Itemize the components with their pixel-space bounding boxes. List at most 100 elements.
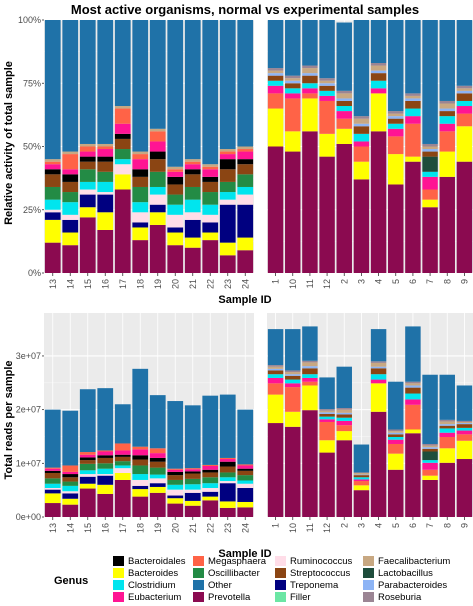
bottom-bar-segment-bacteroides-sample-22 [202, 496, 219, 501]
top-bar-segment-eubacterium-sample-12 [319, 95, 335, 101]
top-bar-segment-bacteroides-sample-19 [149, 212, 166, 225]
bottom-bar-segment-other-sample-10 [285, 329, 301, 371]
bottom-bar-segment-clostridium-sample-8 [439, 428, 455, 433]
bottom-bar-segment-oscillibacter-sample-22 [202, 477, 219, 484]
top-bar-segment-eubacterium-sample-3 [353, 141, 370, 147]
top-bar-segment-other-sample-21 [184, 20, 201, 160]
legend-swatch-other [193, 580, 204, 590]
top-bar-segment-clostridium-sample-8 [439, 116, 455, 124]
bottom-bar-segment-eubacterium-sample-3 [353, 479, 370, 482]
bottom-bar-segment-oscillibacter-sample-14 [62, 481, 79, 486]
bottom-bar-segment-megasphaera-sample-15 [79, 452, 96, 455]
bottom-bar-segment-other-sample-21 [184, 405, 201, 469]
bottom-bar-segment-ruminococcus-sample-19 [149, 478, 166, 484]
top-bar-segment-eubacterium-sample-1 [267, 85, 284, 94]
top-bar-segment-prevotella-sample-5 [388, 184, 404, 273]
top-bar-segment-bacteroides-sample-21 [184, 237, 201, 248]
legend-label-clostridium: Clostridium [128, 580, 176, 591]
bottom-bar-segment-parabacteroides-sample-4 [370, 366, 387, 369]
bottom-bar-segment-megasphaera-sample-23 [219, 457, 236, 460]
bottom-bar-segment-bacteroides-sample-15 [79, 483, 96, 489]
top-bar-segment-bacteroides-sample-11 [302, 98, 318, 132]
top-xtick-label: 14 [65, 279, 75, 289]
bottom-bar-segment-other-sample-15 [79, 389, 96, 453]
top-bar-segment-faecalibacterium-sample-17 [114, 106, 131, 109]
top-bar-segment-streptococcus-sample-15 [79, 161, 96, 170]
legend-items: Bacteroidales Megasphaera Ruminococcus Faec… [113, 556, 450, 603]
legend-label-roseburia: Roseburia [378, 592, 422, 603]
bottom-bar-segment-megasphaera-sample-18 [132, 446, 149, 450]
top-bar-segment-streptococcus-sample-11 [302, 75, 318, 84]
top-bar-segment-streptococcus-sample-8 [439, 111, 455, 117]
bottom-bar-segment-parabacteroides-sample-2 [336, 412, 352, 415]
bottom-bar-segment-eubacterium-sample-20 [167, 469, 184, 472]
top-bar-segment-bacteroidales-sample-21 [184, 169, 201, 175]
legend-swatch-filler [275, 592, 286, 602]
top-bar-segment-ruminococcus-sample-15 [79, 189, 96, 195]
bottom-bar-segment-clostridium-sample-11 [302, 374, 318, 378]
bottom-xtick-label: 10 [288, 523, 298, 533]
bottom-bar-segment-prevotella-sample-18 [132, 496, 149, 517]
bottom-bar-segment-treponema-sample-22 [202, 491, 219, 497]
legend-label-parabacteroides: Parabacteroides [378, 580, 447, 591]
bottom-bar-segment-roseburia-sample-7 [422, 443, 438, 446]
top-bar-segment-bacteroides-sample-15 [79, 207, 96, 218]
top-bar-segment-streptococcus-sample-17 [114, 138, 131, 150]
top-bar-segment-eubacterium-sample-21 [184, 164, 201, 170]
bottom-xtick-label: 18 [135, 523, 145, 533]
top-bar-segment-other-sample-2 [336, 22, 352, 91]
bottom-bar-segment-eubacterium-sample-17 [114, 450, 131, 455]
bottom-bar-segment-eubacterium-sample-9 [456, 430, 473, 435]
top-bar-segment-eubacterium-sample-2 [336, 111, 352, 119]
top-bar-segment-eubacterium-sample-4 [370, 88, 387, 94]
bottom-bar-segment-clostridium-sample-22 [202, 483, 219, 489]
bottom-bar-segment-treponema-sample-20 [167, 495, 184, 499]
top-bar-segment-faecalibacterium-sample-22 [202, 164, 219, 167]
bottom-bar-segment-parabacteroides-sample-12 [319, 412, 335, 414]
top-xtick-label: 7 [425, 279, 435, 284]
top-bar-segment-megasphaera-sample-21 [184, 161, 201, 165]
top-bar-segment-megasphaera-sample-13 [44, 161, 61, 165]
bottom-xtick-label: 9 [459, 523, 469, 528]
top-bar-segment-megasphaera-sample-15 [79, 146, 96, 152]
top-bar-segment-bacteroides-sample-1 [267, 108, 284, 147]
legend-item-roseburia: Roseburia [363, 592, 422, 603]
top-bar-segment-faecalibacterium-sample-7 [422, 146, 438, 150]
bottom-bar-segment-bacteroidales-sample-18 [132, 455, 149, 460]
top-bar-segment-other-sample-7 [422, 20, 438, 144]
top-bar-segment-parabacteroides-sample-1 [267, 73, 284, 76]
top-bar-segment-eubacterium-sample-5 [388, 128, 404, 137]
bottom-bar-segment-streptococcus-sample-18 [132, 459, 149, 466]
bottom-xtick-label: 17 [118, 523, 128, 533]
bottom-bar-segment-parabacteroides-sample-5 [388, 432, 404, 435]
top-bar-segment-treponema-sample-22 [202, 222, 219, 233]
top-bar-segment-eubacterium-sample-13 [44, 164, 61, 170]
bottom-bar-segment-streptococcus-sample-6 [405, 387, 421, 394]
top-bar-segment-clostridium-sample-15 [79, 181, 96, 190]
top-bar-segment-other-sample-11 [302, 20, 318, 66]
bottom-bar-segment-roseburia-sample-4 [370, 361, 387, 363]
legend-item-oscillibacter: Oscillibacter [193, 568, 260, 579]
top-bar-segment-streptococcus-sample-7 [422, 151, 438, 157]
top-bar-segment-eubacterium-sample-9 [456, 106, 473, 114]
bottom-bar-segment-streptococcus-sample-4 [370, 368, 387, 375]
top-bar-segment-clostridium-sample-16 [97, 181, 114, 193]
bottom-bar-segment-ruminococcus-sample-13 [44, 488, 61, 490]
top-bar-segment-ruminococcus-sample-20 [167, 214, 184, 228]
bottom-xtick-label: 20 [170, 523, 180, 533]
top-bar-segment-roseburia-sample-9 [456, 85, 473, 89]
top-bar-segment-eubacterium-sample-15 [79, 151, 96, 157]
top-bar-segment-streptococcus-sample-6 [405, 100, 421, 109]
top-bar-segment-other-sample-8 [439, 20, 455, 101]
top-bar-segment-bacteroides-sample-7 [422, 199, 438, 208]
top-bar-segment-prevotella-sample-11 [302, 131, 318, 273]
bottom-bar-segment-clostridium-sample-19 [149, 474, 166, 479]
top-bar-segment-streptococcus-sample-24 [237, 164, 254, 175]
top-bar-segment-bacteroidales-sample-22 [202, 176, 219, 182]
top-bar-segment-prevotella-sample-15 [79, 217, 96, 273]
top-bar-segment-faecalibacterium-sample-9 [456, 88, 473, 91]
bottom-bar-segment-roseburia-sample-9 [456, 420, 473, 422]
top-xtick-label: 4 [374, 279, 384, 284]
bottom-bar-segment-streptococcus-sample-17 [114, 456, 131, 462]
